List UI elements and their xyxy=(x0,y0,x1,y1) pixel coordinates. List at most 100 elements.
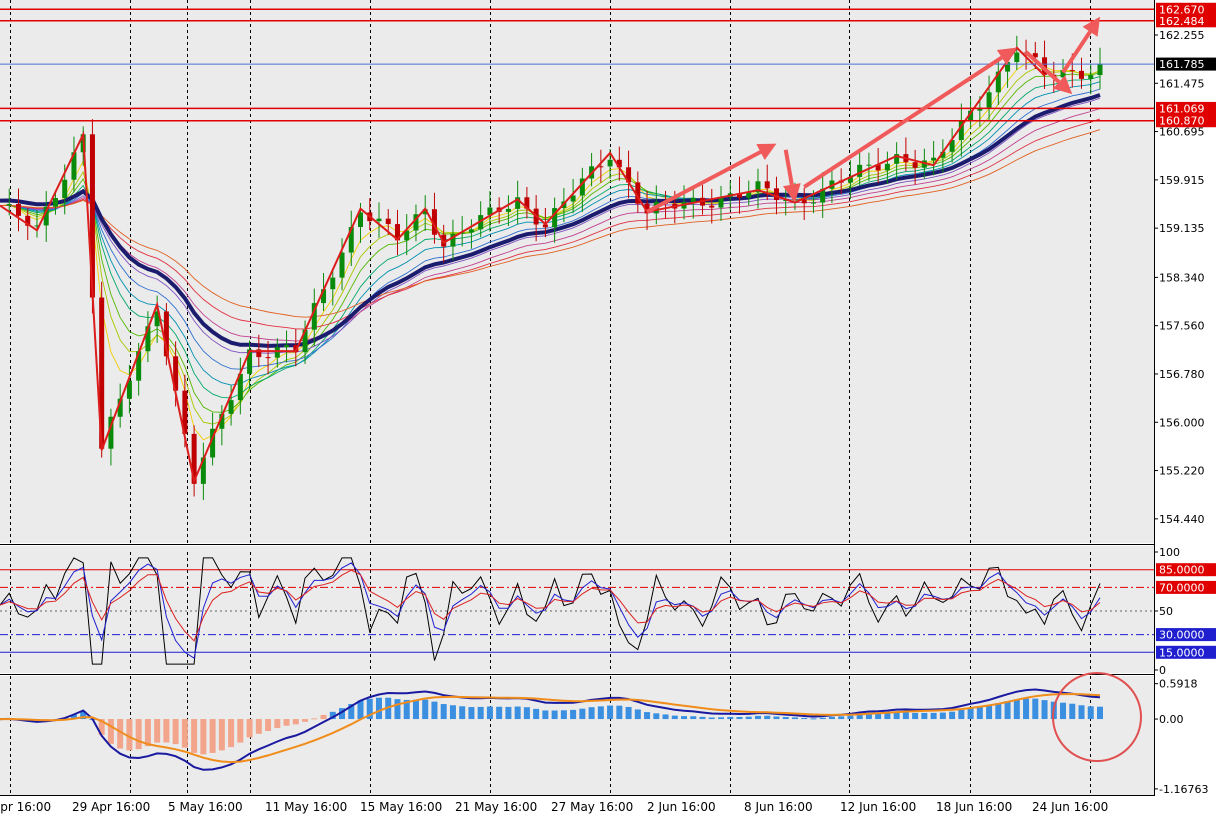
highlight-circle[interactable] xyxy=(1052,672,1142,762)
candle-body xyxy=(348,226,354,253)
trend-arrow-head xyxy=(1052,75,1073,95)
macd-histogram-bar xyxy=(496,706,503,720)
macd-histogram-bar xyxy=(126,719,133,751)
time-axis-label: 27 May 16:00 xyxy=(551,800,633,814)
macd-histogram-bar xyxy=(644,712,651,720)
macd-histogram-bar xyxy=(486,706,493,720)
macd-histogram-bar xyxy=(1032,698,1039,720)
macd-histogram-bar xyxy=(791,717,798,720)
macd-axis-label: 0.5918 xyxy=(1159,678,1198,691)
trend-arrow[interactable] xyxy=(803,55,1003,189)
level-price-tag-bg xyxy=(1156,101,1216,115)
macd-axis-label: 0.00 xyxy=(1159,713,1184,726)
candle-body xyxy=(764,181,770,189)
candle-body xyxy=(1088,75,1094,79)
candle-body xyxy=(773,188,779,201)
candle-body xyxy=(801,199,807,204)
candle-body xyxy=(644,203,650,214)
macd-histogram-bar xyxy=(699,716,706,720)
price-axis-label: 158.340 xyxy=(1159,271,1205,284)
macd-histogram-bar xyxy=(653,713,660,720)
trend-arrow[interactable] xyxy=(1061,30,1092,74)
macd-histogram-bar xyxy=(154,719,161,743)
candle-body xyxy=(228,400,234,414)
macd-histogram-bar xyxy=(1004,701,1011,720)
macd-histogram-bar xyxy=(523,707,530,720)
macd-histogram-bar xyxy=(986,705,993,720)
candle-body xyxy=(977,107,983,111)
time-axis-label: 8 Jun 16:00 xyxy=(744,800,813,814)
time-axis-label: 5 May 16:00 xyxy=(168,800,243,814)
candle-body xyxy=(247,349,253,374)
candle-body xyxy=(505,208,511,212)
macd-histogram-bar xyxy=(847,715,854,720)
zigzag-line xyxy=(0,46,1046,485)
macd-histogram-bar xyxy=(995,703,1002,720)
oscillator-line xyxy=(0,569,1101,642)
macd-histogram-bar xyxy=(311,718,318,720)
candle-body xyxy=(191,433,197,484)
macd-histogram-bar xyxy=(912,712,919,720)
macd-histogram-bar xyxy=(237,719,244,743)
time-axis-label: 12 Jun 16:00 xyxy=(840,800,916,814)
candle-body xyxy=(746,192,752,198)
macd-axis-label: -1.16763 xyxy=(1159,783,1208,796)
macd-histogram-bar xyxy=(708,717,715,720)
candle-body xyxy=(857,164,863,177)
candle-body xyxy=(626,167,632,183)
candle-body xyxy=(321,289,327,304)
candle-body xyxy=(15,204,21,216)
candle-body xyxy=(958,120,964,140)
macd-histogram-bar xyxy=(375,697,382,720)
oscillator-level-tag-bg xyxy=(1156,580,1216,594)
candle-body xyxy=(570,195,576,202)
candle-body xyxy=(524,197,530,209)
candle-body xyxy=(394,224,400,241)
macd-histogram-bar xyxy=(302,719,309,722)
trend-arrow-head xyxy=(996,47,1017,66)
candle-body xyxy=(376,218,382,222)
trend-arrow[interactable] xyxy=(783,149,794,186)
macd-histogram-bar xyxy=(172,719,179,745)
candle-body xyxy=(607,159,613,167)
candle-body xyxy=(173,356,179,391)
oscillator-panel xyxy=(0,546,1154,673)
macd-histogram-bar xyxy=(385,697,392,720)
macd-histogram-bar xyxy=(551,710,558,720)
macd-histogram-bar xyxy=(754,715,761,720)
oscillator-level-tag-bg xyxy=(1156,645,1216,659)
ribbon-ma-line xyxy=(0,118,1101,330)
macd-histogram-bar xyxy=(163,719,170,743)
price-axis-label: 159.915 xyxy=(1159,174,1205,187)
candle-body xyxy=(820,188,826,203)
time-axis-label: 24 Jun 16:00 xyxy=(1032,800,1108,814)
candle-body xyxy=(237,373,243,401)
macd-histogram-bar xyxy=(505,706,512,720)
level-price-tag: 162.484 xyxy=(1159,15,1205,28)
time-axis-label: 11 May 16:00 xyxy=(265,800,347,814)
candle-body xyxy=(894,154,900,164)
candle-body xyxy=(136,351,142,381)
macd-histogram-bar xyxy=(727,716,734,720)
current-price-tag: 161.785 xyxy=(1159,58,1205,71)
candle-body xyxy=(422,209,428,215)
macd-histogram-bar xyxy=(366,698,373,720)
candle-body xyxy=(866,164,872,166)
time-axis-label: 29 Apr 16:00 xyxy=(72,800,150,814)
trend-arrow[interactable] xyxy=(646,150,762,214)
macd-histogram-bar xyxy=(265,719,272,731)
level-price-tag: 161.069 xyxy=(1159,102,1205,115)
oscillator-level-tag-bg xyxy=(1156,563,1216,577)
price-axis-label: 161.475 xyxy=(1159,77,1205,90)
candle-body xyxy=(431,209,437,235)
macd-histogram-bar xyxy=(902,712,909,720)
candle-body xyxy=(43,206,49,226)
candle-body xyxy=(478,215,484,230)
trend-arrow[interactable] xyxy=(1024,50,1061,84)
oscillator-level-tag: 70.0000 xyxy=(1159,581,1205,594)
macd-histogram-bar xyxy=(440,704,447,720)
macd-line xyxy=(0,688,1101,771)
candle-body xyxy=(413,214,419,231)
macd-histogram-bar xyxy=(209,719,216,753)
